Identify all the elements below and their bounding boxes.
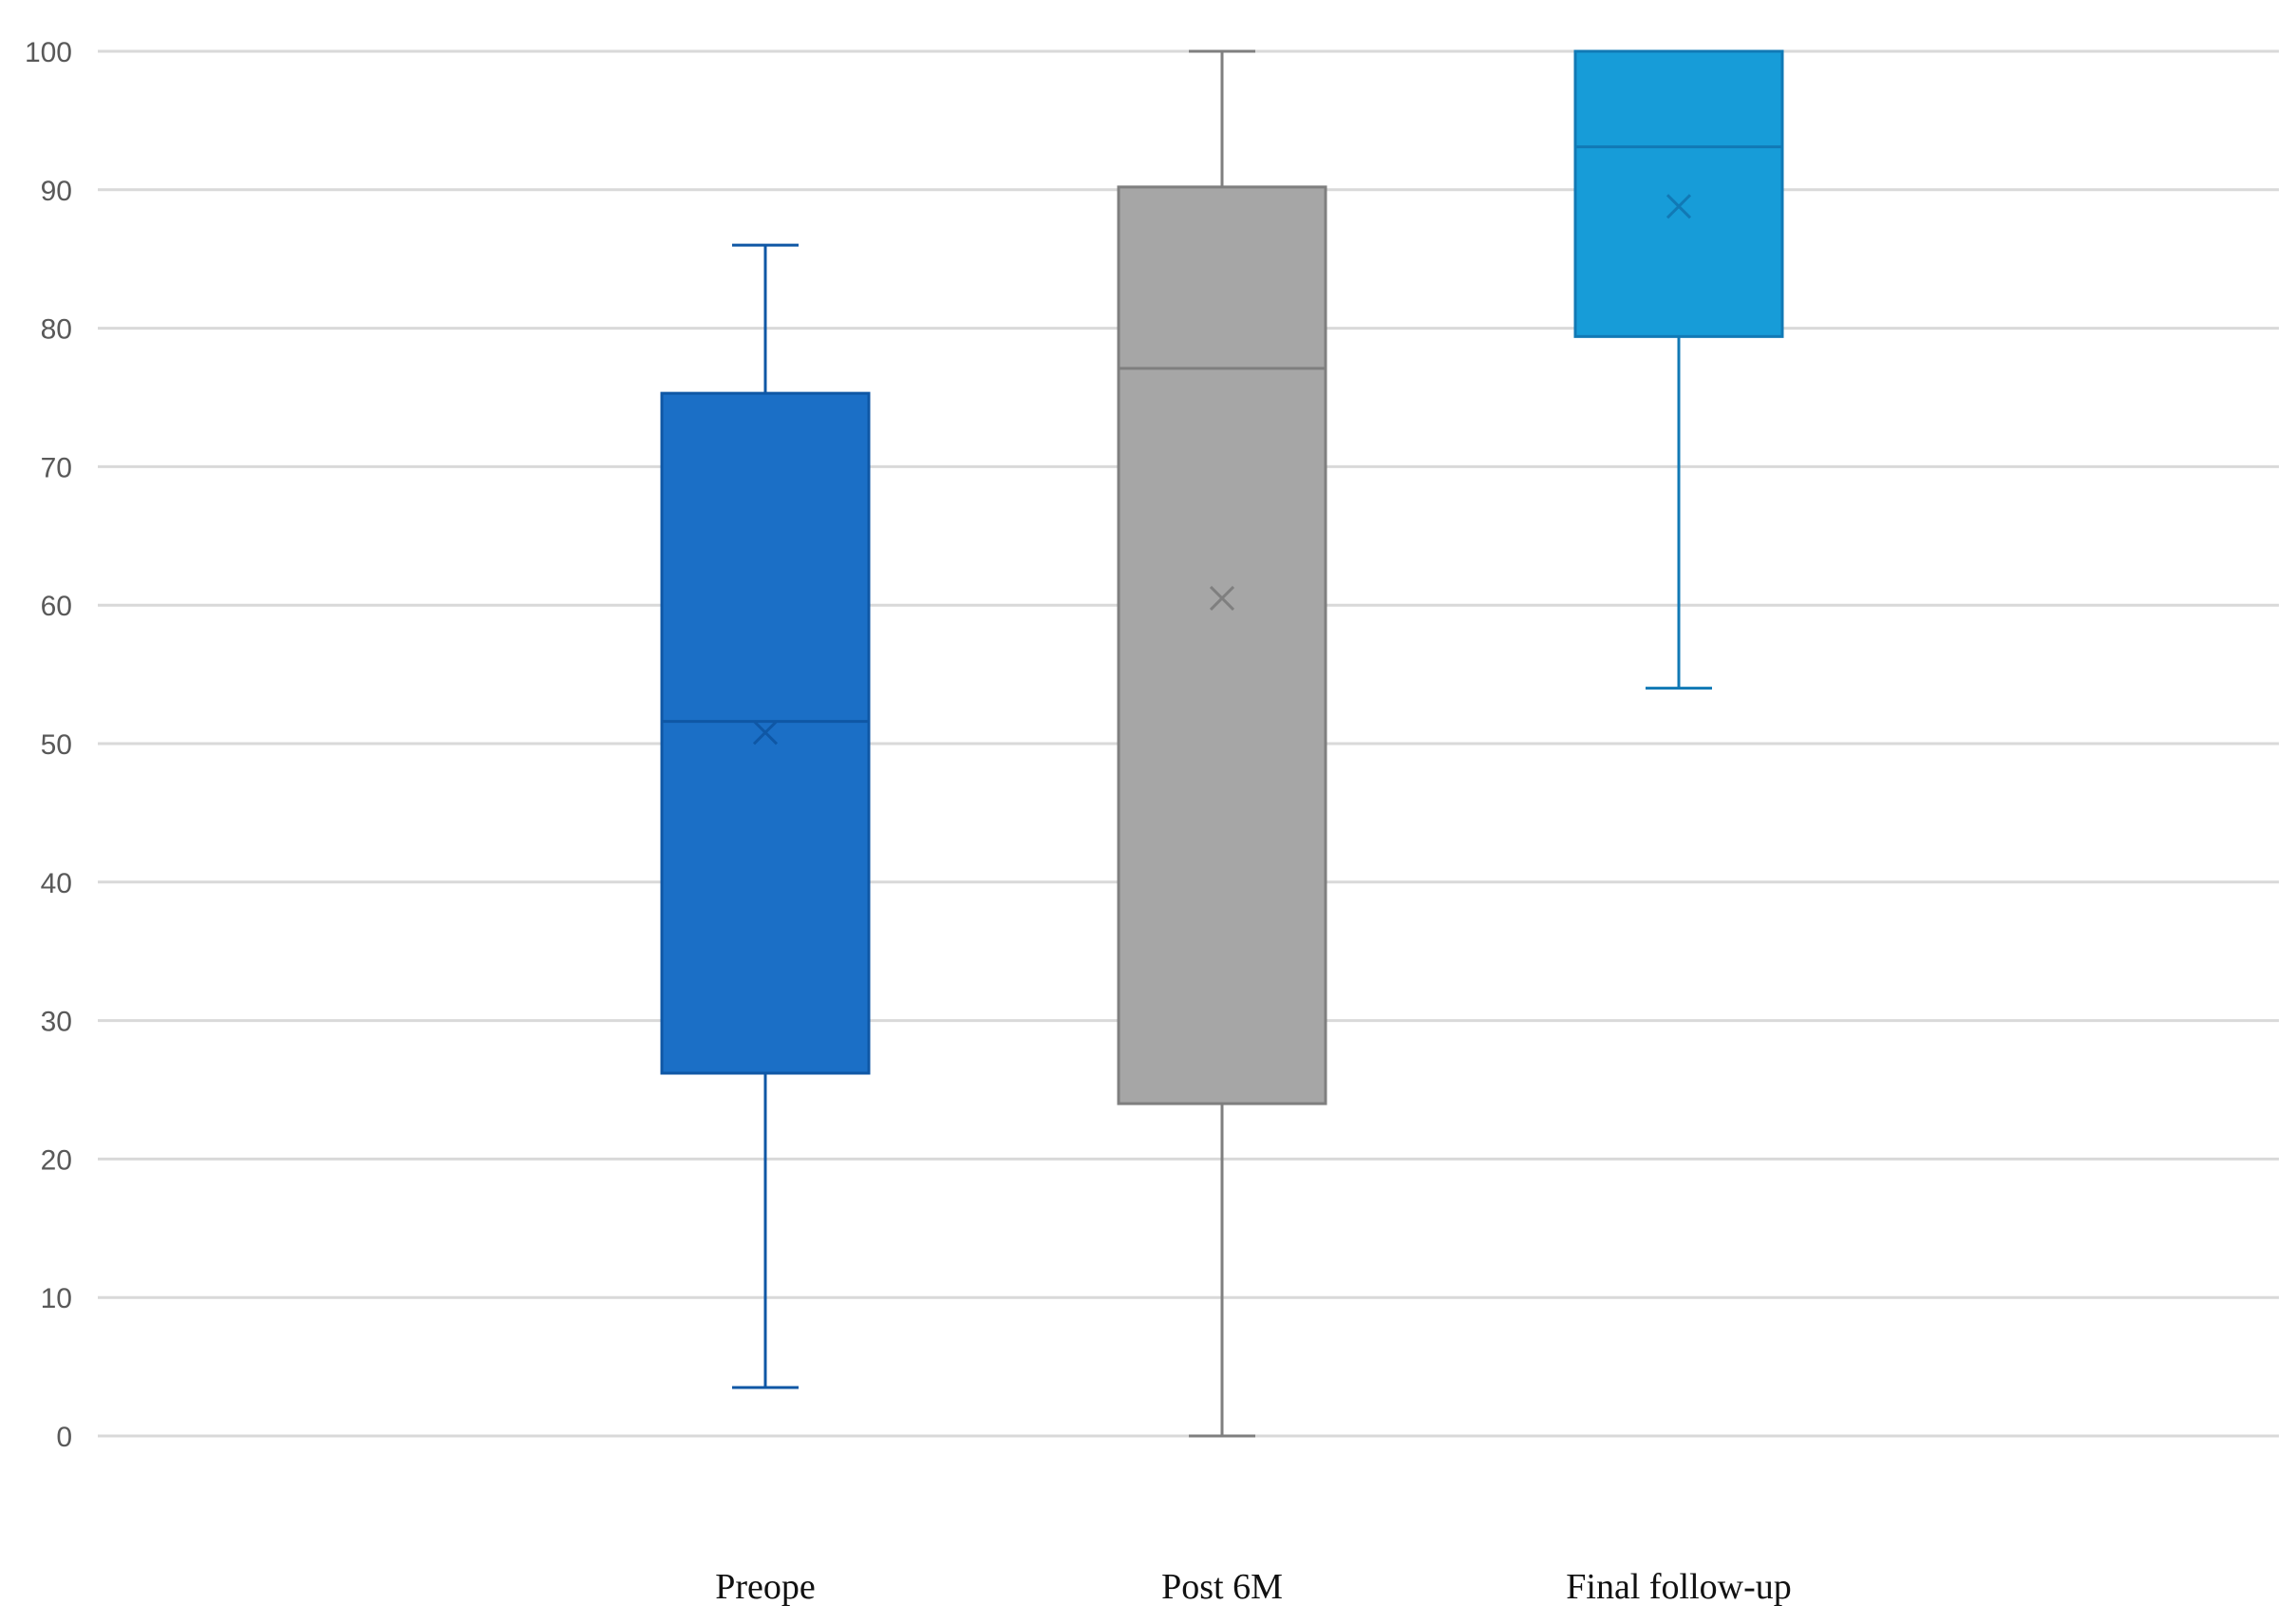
x-category-label-1: Preope	[715, 1567, 816, 1607]
mean-marker	[1666, 194, 1692, 219]
mean-marker	[752, 720, 779, 746]
y-tick-label-100: 100	[25, 37, 72, 68]
box-1	[660, 243, 871, 1389]
y-tick-label-0: 0	[56, 1422, 72, 1453]
box-3	[1573, 49, 1784, 690]
y-tick-label-70: 70	[41, 452, 72, 483]
y-tick-label-50: 50	[41, 729, 72, 761]
box-2	[1117, 49, 1327, 1438]
y-tick-label-60: 60	[41, 591, 72, 622]
x-category-label-3: Final follow-up	[1566, 1567, 1791, 1607]
x-axis-category-labels: Preope Post 6M Final follow-up	[715, 1567, 1792, 1607]
y-tick-label-20: 20	[41, 1144, 72, 1176]
boxes	[660, 49, 1784, 1438]
y-axis-tick-labels: 0 10 20 30 40 50 60 70 80 90 100	[25, 37, 72, 1453]
y-tick-label-90: 90	[41, 176, 72, 207]
y-tick-label-10: 10	[41, 1283, 72, 1314]
y-tick-label-80: 80	[41, 314, 72, 346]
x-category-label-2: Post 6M	[1161, 1567, 1283, 1607]
y-tick-label-40: 40	[41, 868, 72, 899]
iqr-box	[1573, 49, 1784, 338]
y-tick-label-30: 30	[41, 1007, 72, 1038]
mean-marker	[1209, 585, 1235, 611]
iqr-box	[1117, 185, 1327, 1105]
